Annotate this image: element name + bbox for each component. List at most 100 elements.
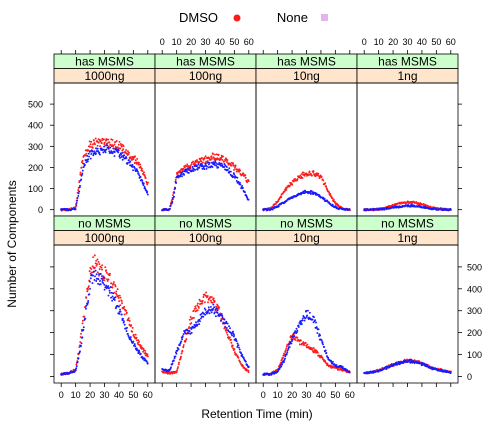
data-point	[108, 272, 111, 275]
data-point	[194, 305, 197, 308]
data-point	[136, 339, 138, 342]
data-point	[175, 352, 178, 355]
data-point	[319, 356, 322, 359]
y-tick-label: 300	[467, 306, 482, 316]
data-point	[321, 356, 324, 359]
x-tick-label: 0	[261, 390, 266, 400]
data-point	[205, 291, 208, 294]
data-point	[212, 307, 215, 310]
data-point	[372, 209, 375, 212]
data-point	[244, 360, 247, 363]
data-point	[129, 336, 132, 339]
data-point	[188, 318, 191, 321]
data-point	[215, 158, 218, 161]
strip-top-label: has MSMS	[277, 55, 336, 69]
data-point	[106, 278, 109, 281]
data-point	[293, 335, 296, 338]
data-point	[74, 369, 77, 372]
data-point	[225, 161, 228, 163]
data-point	[82, 326, 85, 329]
data-point	[181, 175, 183, 178]
data-point	[216, 163, 219, 165]
data-point	[146, 183, 149, 186]
data-point	[95, 259, 98, 262]
data-point	[189, 316, 192, 318]
data-point	[273, 372, 276, 375]
strip-bottom-label: 10ng	[293, 69, 320, 83]
data-point	[99, 153, 101, 156]
data-point	[233, 334, 236, 336]
data-point	[284, 357, 286, 360]
data-point	[89, 145, 91, 148]
data-point	[117, 151, 120, 154]
data-point	[341, 365, 344, 368]
data-point	[77, 192, 80, 195]
data-point	[203, 157, 206, 160]
data-point	[74, 208, 77, 211]
data-point	[297, 326, 300, 328]
data-point	[239, 360, 242, 363]
x-tick-label: 10	[273, 390, 283, 400]
data-point	[98, 151, 101, 154]
data-point	[449, 208, 452, 211]
data-point	[235, 180, 238, 182]
data-point	[284, 355, 287, 358]
data-point	[202, 158, 205, 161]
data-point	[197, 163, 200, 166]
data-point	[95, 264, 98, 267]
data-point	[421, 362, 424, 364]
data-point	[92, 154, 95, 157]
data-point	[196, 309, 199, 312]
data-point	[130, 324, 133, 327]
data-point	[99, 280, 102, 282]
data-point	[317, 172, 320, 175]
data-point	[216, 307, 218, 310]
legend-marker-dmso	[233, 14, 241, 22]
series-none	[363, 358, 452, 375]
data-point	[127, 334, 130, 337]
data-point	[118, 300, 121, 303]
data-point	[99, 283, 102, 286]
data-point	[322, 343, 324, 346]
data-point	[125, 311, 128, 314]
data-point	[177, 363, 180, 366]
data-point	[296, 178, 299, 181]
data-point	[121, 149, 124, 152]
data-point	[195, 159, 198, 162]
data-point	[317, 328, 320, 331]
data-point	[127, 319, 130, 322]
x-tick-label: 60	[244, 37, 254, 47]
data-point	[282, 356, 285, 359]
data-point	[217, 166, 220, 169]
data-point	[99, 139, 102, 142]
strip-bottom-label: 100ng	[189, 231, 222, 245]
data-point	[308, 311, 311, 314]
data-point	[203, 168, 206, 171]
data-point	[191, 165, 194, 168]
data-point	[194, 307, 197, 310]
series-dmso	[60, 254, 149, 376]
data-point	[142, 182, 145, 185]
data-point	[136, 170, 139, 173]
data-point	[102, 151, 105, 154]
data-point	[86, 303, 89, 306]
data-point	[113, 155, 116, 157]
data-point	[115, 290, 118, 293]
data-point	[107, 285, 110, 288]
data-point	[106, 142, 109, 145]
x-tick-label: 0	[59, 390, 64, 400]
data-point	[184, 332, 187, 335]
data-point	[182, 344, 185, 346]
data-point	[290, 182, 293, 185]
x-tick-label: 20	[85, 390, 95, 400]
data-point	[104, 286, 107, 289]
data-point	[194, 168, 197, 171]
data-point	[305, 309, 308, 312]
data-point	[232, 164, 235, 167]
data-point	[185, 338, 188, 341]
data-point	[122, 145, 125, 148]
data-point	[220, 162, 223, 165]
data-point	[80, 332, 82, 335]
data-point	[232, 330, 234, 333]
data-point	[96, 144, 99, 147]
